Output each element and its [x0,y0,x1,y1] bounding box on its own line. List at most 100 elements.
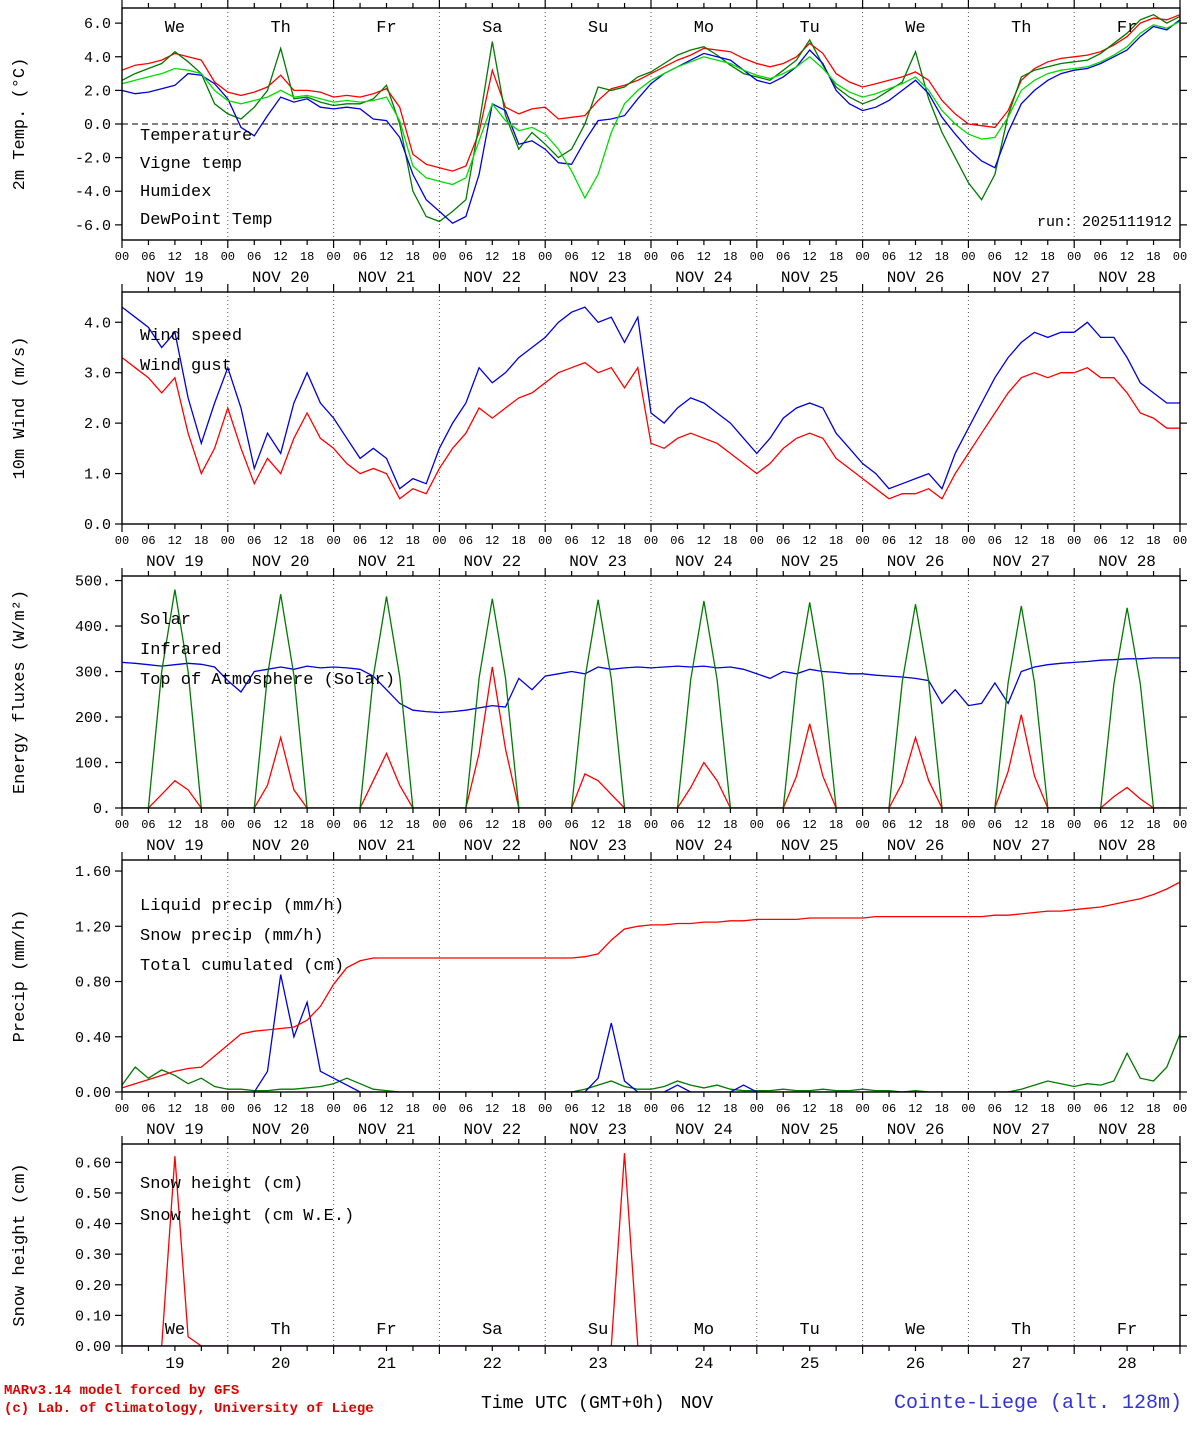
panel-precipitation: 1.60 1.20 0.80 0.40 0.00 Precip (mm/h) Liquid … [0,852,1194,1136]
hour-tick-label: 06 [141,534,155,548]
series-infrared-line [122,657,1180,714]
y-tick-label: 2.0 [84,83,111,100]
date-label: NOV 23 [569,269,627,284]
y-tick-label: 0.60 [75,1155,111,1172]
hour-tick-label: 00 [432,818,446,832]
hour-tick-label: 12 [591,250,605,264]
y-tick-label: -2.0 [75,151,111,168]
series-vigne-temp-line [122,13,1180,223]
day-name-label: Fr [376,19,396,38]
day-name-label: Tu [799,1321,819,1340]
day-number-label: 28 [1117,1355,1136,1373]
day-name-label: Th [270,19,290,38]
hour-tick-label: 00 [855,250,869,264]
day-name-label: Sa [482,1321,502,1340]
date-label: NOV 20 [252,1121,310,1136]
hour-tick-label: 06 [353,534,367,548]
hour-tick-label: 18 [512,1102,526,1116]
series-top-of-atmosphere-solar-line [122,589,1180,808]
chart-precip: 1.60 1.20 0.80 0.40 0.00 Precip (mm/h) Liquid … [11,852,1187,1136]
hour-tick-label: 18 [935,818,949,832]
hour-tick-label: 00 [750,1102,764,1116]
hour-tick-label: 06 [988,534,1002,548]
hour-tick-label: 18 [617,1102,631,1116]
y-tick-label: 1.20 [75,919,111,936]
date-label: NOV 27 [992,269,1050,284]
hour-tick-label: 18 [1041,1102,1055,1116]
hour-tick-label: 00 [644,818,658,832]
hour-tick-label: 06 [882,818,896,832]
hour-tick-label: 00 [855,818,869,832]
credit-line-2: (c) Lab. of Climatology, University of L… [4,1401,374,1418]
hour-tick-label: 12 [802,534,816,548]
hour-tick-label: 12 [485,1102,499,1116]
hour-tick-label: 06 [1093,1102,1107,1116]
hour-tick-label: 12 [1120,818,1134,832]
legend-wind-speed: Wind speed [140,327,242,346]
hour-tick-label: 06 [247,534,261,548]
hour-tick-label: 12 [379,534,393,548]
hour-tick-label: 06 [247,818,261,832]
hour-tick-label: 06 [459,1102,473,1116]
day-name-label: We [905,1321,925,1340]
y-axis-title: Snow height (cm) [11,1163,30,1326]
hour-tick-label: 06 [141,1102,155,1116]
hour-tick-label: 12 [168,534,182,548]
hour-tick-label: 18 [617,818,631,832]
date-label: NOV 24 [675,553,733,568]
date-label: NOV 27 [992,837,1050,852]
credit-line-1: MARv3.14 model forced by GFS [4,1383,240,1399]
hour-tick-label: 00 [326,818,340,832]
legend-wind-gust: Wind gust [140,357,232,376]
hour-tick-label: 18 [723,534,737,548]
day-name-label: Mo [694,19,714,38]
date-label: NOV 20 [252,269,310,284]
y-tick-label: 0.10 [75,1308,111,1325]
hour-tick-label: 00 [326,534,340,548]
y-tick-label: 0.50 [75,1186,111,1203]
date-label: NOV 19 [146,269,204,284]
series-total-cumulated-line [122,881,1180,1089]
hour-tick-label: 12 [908,818,922,832]
date-label: NOV 27 [992,1121,1050,1136]
date-label: NOV 25 [781,837,839,852]
y-tick-label: 500. [75,574,111,591]
hour-tick-label: 00 [1173,818,1187,832]
hour-tick-label: 00 [1067,818,1081,832]
y-tick-label: 1.0 [84,467,111,484]
hour-tick-label: 06 [882,1102,896,1116]
series-wind-gust-line [122,306,1180,490]
hour-tick-label: 06 [988,818,1002,832]
hour-tick-label: 18 [1146,1102,1160,1116]
hour-tick-label: 12 [379,818,393,832]
y-tick-label: 300. [75,665,111,682]
date-label: NOV 28 [1098,269,1156,284]
hour-tick-label: 18 [194,250,208,264]
hour-tick-label: 06 [776,1102,790,1116]
date-label: NOV 25 [781,1121,839,1136]
hour-tick-label: 12 [591,1102,605,1116]
hour-tick-label: 18 [406,534,420,548]
day-number-label: 25 [800,1355,819,1373]
hour-tick-label: 18 [935,250,949,264]
legend-top-of-atmosphere-solar: Top of Atmosphere (Solar) [140,671,395,690]
hour-tick-label: 12 [697,1102,711,1116]
hour-tick-label: 06 [141,818,155,832]
legend-infrared: Infrared [140,641,222,660]
hour-tick-label: 00 [326,1102,340,1116]
day-name-label: Su [588,19,608,38]
y-tick-label: 0.20 [75,1278,111,1295]
hour-tick-label: 06 [988,1102,1002,1116]
hour-tick-label: 12 [1014,250,1028,264]
hour-tick-label: 06 [882,250,896,264]
hour-tick-label: 12 [591,818,605,832]
hour-tick-label: 18 [1146,818,1160,832]
x-axis-title: Time UTC (GMT+0h) NOV [430,1382,764,1414]
hour-tick-label: 00 [961,250,975,264]
date-label: NOV 22 [463,837,521,852]
hour-tick-label: 06 [247,1102,261,1116]
day-number-label: 19 [165,1355,184,1373]
hour-tick-label: 00 [644,534,658,548]
y-tick-label: 4.0 [84,315,111,332]
